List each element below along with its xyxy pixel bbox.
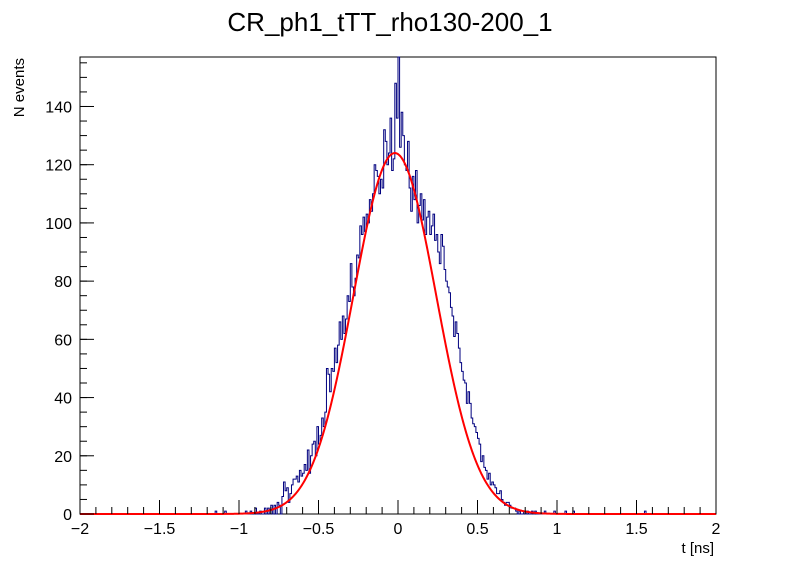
y-tick-label: 140 bbox=[45, 99, 72, 116]
x-tick-label: −1.5 bbox=[144, 521, 176, 538]
chart-title: CR_ph1_tTT_rho130-200_1 bbox=[227, 7, 552, 37]
y-tick-label: 80 bbox=[54, 274, 72, 291]
x-tick-label: 2 bbox=[712, 521, 721, 538]
x-tick-label: −1 bbox=[230, 521, 248, 538]
x-tick-label: −2 bbox=[71, 521, 89, 538]
y-axis-label: N events bbox=[11, 58, 28, 117]
x-tick-label: −0.5 bbox=[303, 521, 335, 538]
y-tick-label: 100 bbox=[45, 216, 72, 233]
y-tick-label: 40 bbox=[54, 391, 72, 408]
x-tick-label: 0 bbox=[394, 521, 403, 538]
y-tick-label: 60 bbox=[54, 332, 72, 349]
y-tick-label: 20 bbox=[54, 449, 72, 466]
gaussian-fit-curve bbox=[80, 152, 716, 515]
x-tick-label: 1.5 bbox=[625, 521, 647, 538]
x-tick-label: 1 bbox=[553, 521, 562, 538]
y-tick-label: 0 bbox=[63, 507, 72, 524]
y-tick-label: 120 bbox=[45, 158, 72, 175]
x-axis-label: t [ns] bbox=[681, 540, 714, 557]
x-tick-label: 0.5 bbox=[466, 521, 488, 538]
